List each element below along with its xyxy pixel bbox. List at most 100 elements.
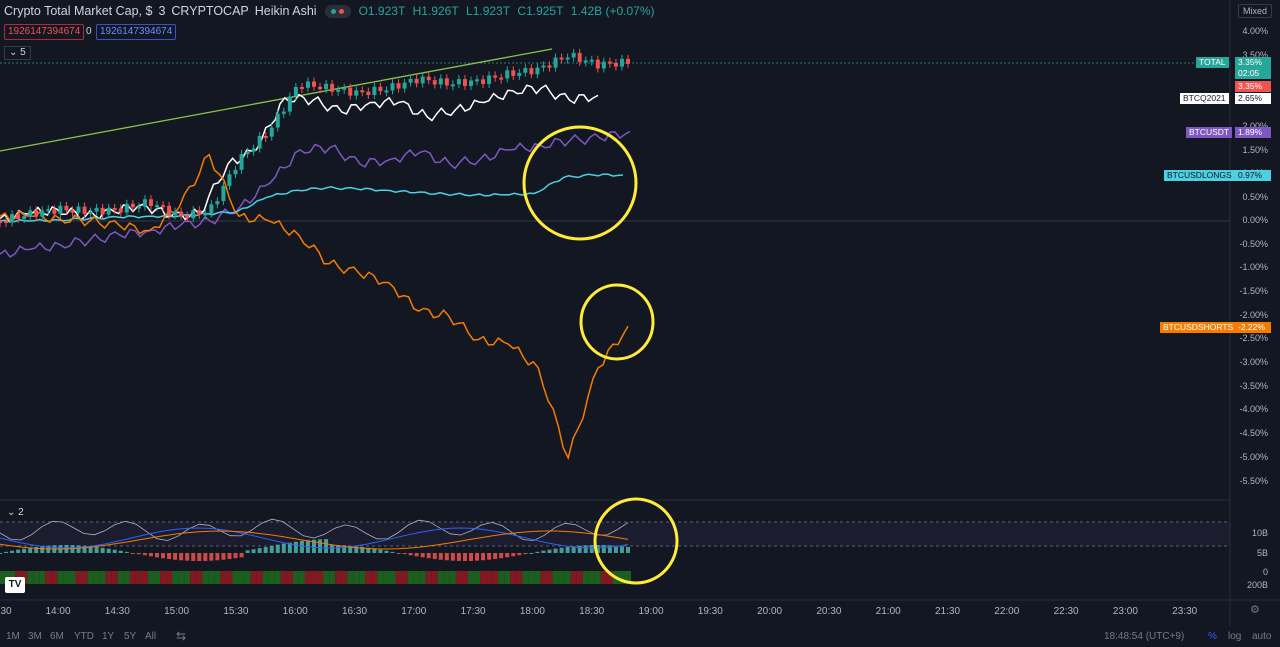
candle-body — [106, 207, 111, 215]
percent-scale-toggle[interactable]: % — [1208, 631, 1217, 642]
auto-scale-toggle[interactable]: auto — [1252, 631, 1272, 642]
volume-bar — [341, 571, 348, 584]
scale-mode-button[interactable]: Mixed — [1237, 4, 1272, 18]
range-3m[interactable]: 3M — [28, 631, 42, 642]
histogram-bar — [396, 553, 401, 554]
time-axis-label: 21:30 — [934, 606, 961, 617]
volume-bar — [618, 571, 625, 584]
histogram-bar — [142, 553, 147, 556]
price-axis-label: -2.50% — [1239, 333, 1268, 343]
main-pane-collapse-button[interactable]: ⌄ 5 — [4, 46, 31, 60]
range-1y[interactable]: 1Y — [102, 631, 115, 642]
volume-bar — [111, 571, 118, 584]
time-axis-label: 30 — [0, 606, 12, 617]
time-axis-label: 15:30 — [223, 606, 249, 617]
btcq-value-tag: 2.65% — [1235, 93, 1271, 104]
candle-body — [130, 203, 135, 208]
histogram-bar — [487, 553, 492, 560]
series-line-btcq2021[interactable] — [0, 84, 599, 223]
clock-time[interactable]: 18:48:54 (UTC+9) — [1104, 631, 1185, 642]
volume-bar — [552, 571, 559, 584]
candle-body — [191, 210, 196, 219]
range-1m[interactable]: 1M — [6, 631, 20, 642]
time-axis-label: 15:00 — [164, 606, 190, 617]
range-5y[interactable]: 5Y — [124, 631, 137, 642]
series-layer — [0, 48, 631, 461]
buy-price-box[interactable]: 1926147394674 — [96, 24, 177, 40]
histogram-bar — [414, 553, 419, 557]
price-axis-label: -4.50% — [1239, 428, 1268, 438]
volume-bar — [570, 571, 577, 584]
compare-icon[interactable]: ⇆ — [176, 629, 187, 643]
volume-bar — [455, 571, 462, 584]
range-all[interactable]: All — [145, 631, 157, 642]
settings-gear-icon[interactable]: ⚙ — [1250, 604, 1260, 616]
range-ytd[interactable]: YTD — [74, 631, 94, 642]
volume-bar — [504, 571, 511, 584]
histogram-bar — [408, 553, 413, 556]
volume-bar — [468, 571, 474, 584]
volume-bar — [317, 571, 324, 584]
candle-body — [595, 59, 600, 69]
time-axis-label: 14:00 — [45, 606, 71, 617]
candle-body — [414, 78, 419, 84]
histogram-bar — [330, 545, 335, 553]
log-scale-toggle[interactable]: log — [1228, 631, 1242, 642]
volume-bar — [323, 571, 330, 584]
volume-bar — [196, 571, 203, 584]
price-axis-label: -1.00% — [1239, 262, 1268, 272]
price-axis-label: -1.50% — [1239, 286, 1268, 296]
sell-price-box[interactable]: 1926147394674 — [4, 24, 85, 40]
volume-bar — [129, 571, 136, 584]
candle-body — [481, 79, 486, 84]
symbol-title[interactable]: Crypto Total Market Cap, $ — [4, 4, 153, 18]
candle-body — [118, 208, 123, 213]
volume-bar — [492, 571, 499, 584]
series-line-btcusdshorts[interactable] — [0, 153, 629, 461]
candle-body — [64, 205, 69, 211]
volume-bar — [262, 571, 269, 584]
time-axis-label: 16:00 — [282, 606, 308, 617]
histogram-bar — [469, 553, 473, 561]
series-line-btcusdlongs[interactable] — [0, 173, 624, 223]
volume-bar — [45, 571, 52, 584]
range-6m[interactable]: 6M — [50, 631, 64, 642]
candle-body — [100, 207, 105, 215]
volume-bar — [377, 571, 384, 584]
longs-name-tag: BTCUSDLONGS — [1164, 170, 1235, 181]
candle-body — [499, 77, 504, 80]
interval-label[interactable]: 3 — [158, 4, 166, 18]
volume-pane-collapse-button[interactable]: ⌄ 2 — [4, 507, 27, 519]
histogram-bar — [269, 545, 274, 553]
band-fill — [0, 522, 1230, 546]
chart-style-label[interactable]: Heikin Ashi — [254, 4, 317, 18]
volume-bar — [576, 571, 583, 584]
volume-bar — [486, 571, 493, 584]
visibility-toggle-icon[interactable] — [324, 4, 351, 18]
time-axis-label: 23:30 — [1172, 606, 1198, 617]
price-axis-label: -3.00% — [1239, 357, 1268, 367]
volume-bar — [510, 571, 517, 584]
volume-bar — [371, 571, 378, 584]
volume-bar — [395, 571, 402, 584]
volume-bar — [244, 571, 251, 584]
rsi-line — [0, 518, 629, 541]
histogram-bar — [82, 545, 87, 553]
candle-body — [161, 205, 166, 208]
series-line-btcusdt[interactable] — [0, 130, 631, 258]
time-axis-label: 23:00 — [1112, 606, 1138, 617]
volume-bar — [202, 571, 209, 584]
candle-body — [619, 58, 624, 67]
trendline[interactable] — [0, 48, 553, 152]
histogram-bar — [420, 553, 425, 558]
tradingview-logo-icon[interactable]: TV — [5, 577, 25, 593]
time-axis-label: 18:00 — [519, 606, 545, 617]
volume-bar — [117, 571, 124, 584]
candle-body — [607, 61, 612, 64]
volume-bar — [69, 571, 76, 584]
price-axis-label: 1.50% — [1242, 145, 1268, 155]
total-name-tag: TOTAL — [1196, 57, 1229, 68]
histogram-bar — [372, 548, 377, 553]
time-axis-label: 14:30 — [104, 606, 130, 617]
